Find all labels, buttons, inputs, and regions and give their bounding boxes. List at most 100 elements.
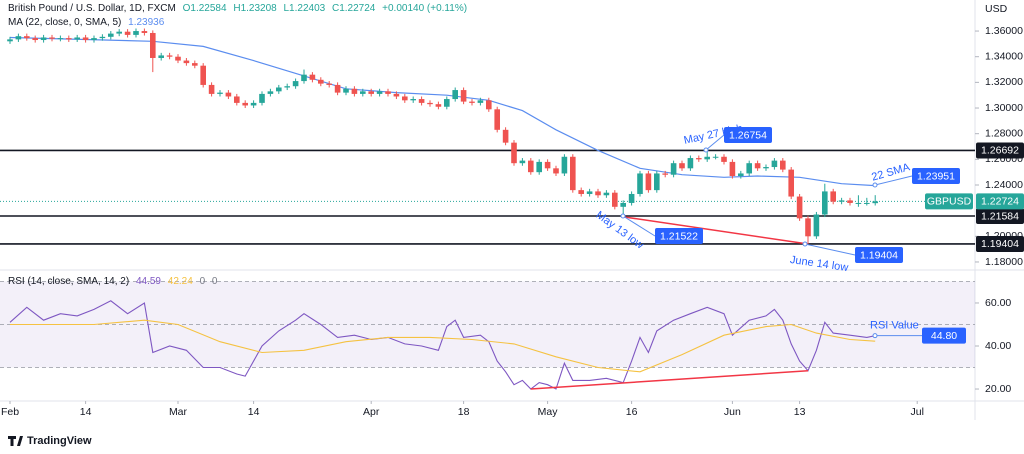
ma-value: 1.23936 [128, 17, 165, 28]
level-label-text: 1.21584 [981, 210, 1019, 222]
candle-body [847, 200, 853, 203]
candle-body [334, 84, 341, 93]
candle-body [57, 38, 64, 40]
rsi-value: 44.59 [135, 276, 161, 287]
candle-body [217, 92, 223, 94]
candle-body [284, 86, 290, 88]
candle-body [612, 192, 618, 207]
level-label [976, 207, 1024, 224]
legend-change: +0.00140 (+0.11%) [382, 3, 468, 14]
ma-legend: MA (22, close, 0, SMA, 5) 1.23936 [8, 17, 168, 28]
symbol-title: British Pound / U.S. Dollar, 1D, FXCM [8, 3, 176, 14]
legend-close: C1.22724 [332, 3, 376, 14]
x-tick-label: 16 [626, 406, 638, 418]
y-tick-label: 1.24000 [985, 179, 1023, 191]
symbol-label-text: GBPUSD [927, 196, 972, 208]
brand-name: TradingView [27, 435, 92, 447]
price-legend: British Pound / U.S. Dollar, 1D, FXCM O1… [8, 3, 471, 14]
candle-body [712, 156, 719, 158]
candle-body [528, 160, 534, 173]
candle-body [822, 191, 828, 215]
ma-name: MA (22, close, 0, SMA, 5) [8, 17, 122, 28]
candle-body [225, 92, 232, 97]
candle-body [368, 91, 375, 94]
annotation-connector [705, 134, 725, 151]
annotation-label-text: 44.80 [931, 330, 957, 342]
candle-body [855, 202, 862, 204]
annotation-label [855, 247, 903, 263]
annotation-dot [703, 147, 709, 153]
candle-body [864, 202, 870, 204]
candle-body [645, 173, 652, 191]
candle-body [586, 191, 593, 194]
candle-body [754, 163, 761, 169]
candle-body [578, 190, 585, 194]
candle-body [309, 74, 316, 80]
candle-body [200, 65, 206, 85]
candle-body [679, 163, 685, 169]
candle-body [32, 38, 38, 41]
candle-body [275, 87, 282, 92]
currency-label: USD [985, 3, 1008, 15]
candle-body [553, 168, 559, 174]
candle-body [393, 93, 400, 97]
candle-body [595, 191, 601, 196]
annotation-dot [620, 213, 626, 219]
candle-body [729, 161, 736, 177]
candle-body [183, 60, 190, 64]
annotation-connector [874, 175, 913, 186]
level-label [976, 235, 1024, 252]
candle-body [670, 163, 677, 175]
candle-body [763, 167, 769, 169]
annotation-dot [872, 182, 878, 188]
y-tick-label: 1.18000 [985, 256, 1023, 268]
candle-body [23, 36, 30, 39]
candle-body [519, 160, 526, 164]
candle-body [385, 91, 391, 94]
candle-body [628, 193, 635, 203]
candle-body [141, 31, 148, 33]
candle-body [82, 37, 89, 41]
annotation-label-text: 1.21522 [660, 230, 698, 242]
annotation-text: 22 SMA [870, 161, 912, 184]
candle-body [738, 173, 744, 177]
candle-body [410, 99, 417, 101]
x-tick-label: Feb [1, 406, 19, 418]
candle-body [788, 169, 795, 197]
candle-body [746, 163, 753, 174]
brand-logo [8, 436, 23, 446]
y-tick-label: 60.00 [985, 297, 1011, 309]
candle-body [149, 32, 156, 58]
candle-body [435, 104, 442, 107]
candle-body [603, 192, 610, 196]
candle-body [402, 96, 408, 101]
x-tick-label: Jun [724, 406, 741, 418]
annotation-text: RSI Value [870, 320, 919, 332]
series-line [9, 300, 876, 390]
candle-body [662, 173, 669, 175]
x-tick-label: 13 [794, 406, 806, 418]
candle-body [208, 84, 215, 94]
candle-body [250, 102, 257, 106]
candle-body [65, 38, 72, 40]
candle-body [15, 36, 22, 40]
candle-body [91, 38, 97, 41]
candle-body [343, 88, 349, 93]
candle-body [360, 91, 366, 94]
candle-body [511, 142, 517, 164]
rsi-sma-value: 42.24 [167, 276, 193, 287]
legend-low: L1.22403 [283, 3, 326, 14]
x-tick-label: Mar [169, 406, 188, 418]
x-tick-label: 14 [248, 406, 260, 418]
candle-body [40, 37, 47, 41]
rsi-trend-line [530, 369, 809, 390]
candle-body [326, 83, 333, 85]
candle-body [687, 158, 694, 169]
candle-body [351, 88, 358, 94]
candle-body [376, 91, 383, 94]
annotation-label-text: 1.23951 [917, 170, 955, 182]
legend-open: O1.22584 [182, 3, 227, 14]
candle-body [99, 36, 106, 39]
annotation-label-text: 1.19404 [860, 249, 898, 261]
